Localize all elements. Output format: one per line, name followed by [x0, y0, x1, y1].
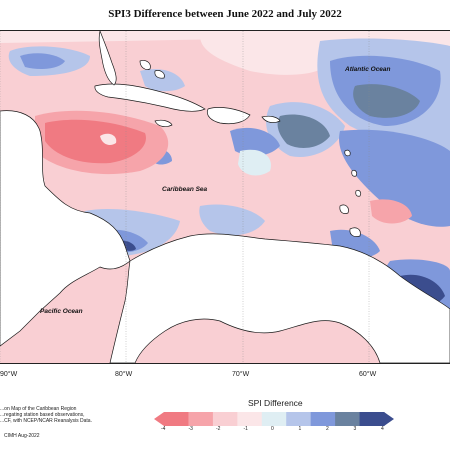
legend-swatch	[335, 412, 361, 426]
footnote-line: ...regating station based observations,	[0, 412, 85, 419]
footnote-line: ...on Map of the Caribbean Region	[0, 406, 77, 412]
legend-tick-label: 0	[271, 426, 274, 432]
legend-tick-label: -2	[216, 426, 221, 432]
legend-swatch	[310, 412, 336, 426]
spi-map: Atlantic Ocean Caribbean Sea Pacific Oce…	[0, 31, 450, 363]
legend-swatch	[359, 412, 385, 426]
footnote-line: ...CF, with NCEP/NCAR Reanalysis Data.	[0, 418, 92, 425]
lon-tick-90w: 90°W	[0, 371, 18, 378]
map-title: SPI3 Difference between June 2022 and Ju…	[108, 8, 342, 20]
legend-colorbar	[154, 412, 394, 426]
ocean-label-caribbean: Caribbean Sea	[162, 186, 208, 193]
legend-tick-label: -1	[243, 426, 248, 432]
ocean-label-pacific: Pacific Ocean	[40, 308, 83, 315]
legend-title: SPI Difference	[248, 398, 303, 408]
land-masses	[0, 31, 450, 363]
lon-tick-80w: 80°W	[115, 371, 133, 378]
map-credit: CIMH Aug-2022	[4, 433, 40, 439]
legend-swatch	[212, 412, 238, 426]
legend-swatch	[164, 412, 189, 426]
legend-tick-label: -3	[188, 426, 193, 432]
legend-tick-label: -4	[161, 426, 166, 432]
graticule	[0, 31, 370, 363]
legend-swatch	[188, 412, 214, 426]
legend-swatch	[261, 412, 287, 426]
legend-tick-label: 4	[381, 426, 384, 432]
lon-tick-70w: 70°W	[232, 371, 250, 378]
legend-tick-label: 3	[353, 426, 357, 432]
legend-arrow-right	[384, 412, 394, 426]
legend-arrow-left	[154, 412, 164, 426]
map-footnote: ...on Map of the Caribbean Region ...reg…	[0, 406, 108, 425]
ocean-label-atlantic: Atlantic Ocean	[344, 66, 391, 73]
legend-swatch	[237, 412, 263, 426]
map-area: Atlantic Ocean Caribbean Sea Pacific Oce…	[0, 30, 450, 364]
legend-tick-label: 2	[326, 426, 329, 432]
lon-tick-60w: 60°W	[359, 371, 377, 378]
legend-tick-label: 1	[298, 426, 302, 432]
legend-swatch	[286, 412, 312, 426]
